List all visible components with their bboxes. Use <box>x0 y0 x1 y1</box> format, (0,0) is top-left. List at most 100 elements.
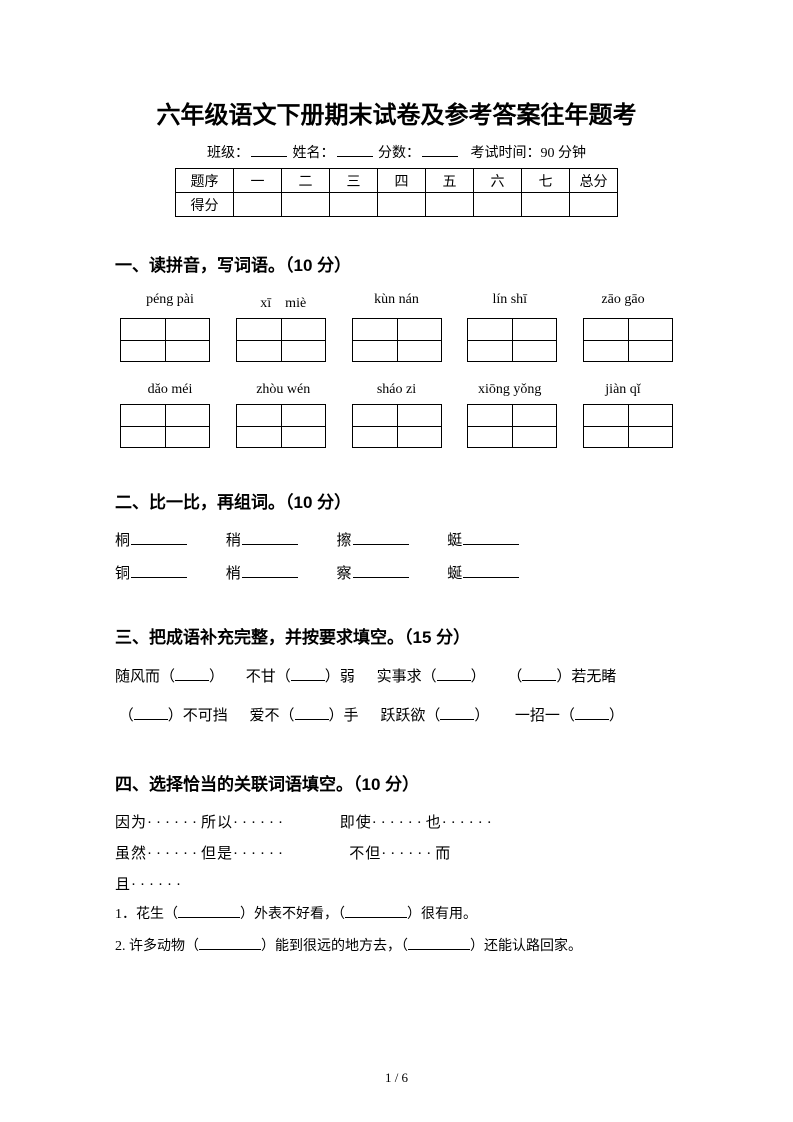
word-char: 蜒 <box>447 566 463 582</box>
pinyin-row: dǎo méi zhòu wén sháo zi xiōng yǒng jiàn… <box>115 382 678 398</box>
score-cell[interactable] <box>282 193 330 217</box>
q-blank[interactable] <box>345 917 407 918</box>
col-header: 二 <box>282 169 330 193</box>
idiom-text: ） <box>609 708 624 724</box>
pinyin: jiàn qǐ <box>578 382 668 398</box>
word-char: 桐 <box>115 533 131 549</box>
col-header: 一 <box>234 169 282 193</box>
class-label: 班级： <box>207 146 249 161</box>
q-text: 1．花生（ <box>115 907 178 922</box>
score-cell[interactable] <box>570 193 618 217</box>
info-line: 班级： 姓名： 分数： 考试时间：90 分钟 <box>115 142 678 162</box>
conj-word: 虽然 <box>115 846 147 862</box>
dots: ······ <box>442 815 496 831</box>
pinyin: xiōng yǒng <box>465 382 555 398</box>
idiom-text: 不甘（ <box>246 669 291 685</box>
word-blank[interactable] <box>242 544 298 545</box>
q-blank[interactable] <box>408 949 470 950</box>
time-label: 考试时间：90 分钟 <box>471 146 587 161</box>
class-blank[interactable] <box>251 156 287 157</box>
score-table: 题序 一 二 三 四 五 六 七 总分 得分 <box>175 168 618 217</box>
conj-line: 虽然······但是······ 不但······而 <box>115 842 678 863</box>
idiom-blank[interactable] <box>134 719 168 720</box>
pinyin: xī miè <box>238 292 328 312</box>
score-cell[interactable] <box>426 193 474 217</box>
score-blank[interactable] <box>422 156 458 157</box>
char-box[interactable] <box>352 404 442 448</box>
pinyin: sháo zi <box>352 382 442 398</box>
col-header: 五 <box>426 169 474 193</box>
char-box[interactable] <box>352 318 442 362</box>
word-blank[interactable] <box>242 577 298 578</box>
section4-heading: 四、选择恰当的关联词语填空。（10 分） <box>115 770 678 795</box>
score-cell[interactable] <box>474 193 522 217</box>
word-blank[interactable] <box>463 544 519 545</box>
conj-line: 且······ <box>115 873 678 894</box>
word-blank[interactable] <box>463 577 519 578</box>
pinyin: dǎo méi <box>125 382 215 398</box>
word-line: 桐 稍 擦 蜓 <box>115 529 678 550</box>
col-header: 总分 <box>570 169 618 193</box>
pinyin: lín shī <box>465 292 555 312</box>
idiom-text: 爱不（ <box>250 708 295 724</box>
word-blank[interactable] <box>353 544 409 545</box>
q-blank[interactable] <box>178 917 240 918</box>
dots: ······ <box>233 846 287 862</box>
word-blank[interactable] <box>131 577 187 578</box>
table-row: 题序 一 二 三 四 五 六 七 总分 <box>176 169 618 193</box>
conj-word: 而 <box>435 846 451 862</box>
col-header: 六 <box>474 169 522 193</box>
score-cell[interactable] <box>522 193 570 217</box>
idiom-blank[interactable] <box>440 719 474 720</box>
row-label: 得分 <box>176 193 234 217</box>
col-header: 三 <box>330 169 378 193</box>
idiom-line: （）不可挡 爱不（）手 跃跃欲（） 一招一（） <box>115 703 678 730</box>
pinyin: zāo gāo <box>578 292 668 312</box>
score-cell[interactable] <box>330 193 378 217</box>
idiom-blank[interactable] <box>522 680 556 681</box>
idiom-text: ） <box>474 708 489 724</box>
idiom-blank[interactable] <box>175 680 209 681</box>
word-char: 梢 <box>226 566 242 582</box>
conj-word: 但是 <box>201 846 233 862</box>
conj-word: 所以 <box>201 815 233 831</box>
conj-word: 因为 <box>115 815 147 831</box>
score-label: 分数： <box>378 146 420 161</box>
char-box[interactable] <box>583 318 673 362</box>
idiom-blank[interactable] <box>437 680 471 681</box>
dots: ······ <box>372 815 426 831</box>
score-cell[interactable] <box>234 193 282 217</box>
q-text: ）很有用。 <box>407 907 477 922</box>
row-label: 题序 <box>176 169 234 193</box>
char-box[interactable] <box>236 404 326 448</box>
section1-heading: 一、读拼音，写词语。（10 分） <box>115 251 678 276</box>
q-blank[interactable] <box>199 949 261 950</box>
char-box[interactable] <box>120 318 210 362</box>
idiom-blank[interactable] <box>575 719 609 720</box>
idiom-line: 随风而（） 不甘（）弱 实事求（） （）若无睹 <box>115 664 678 691</box>
word-char: 铜 <box>115 566 131 582</box>
char-box[interactable] <box>467 318 557 362</box>
word-blank[interactable] <box>353 577 409 578</box>
idiom-text: ）不可挡 <box>168 708 228 724</box>
word-blank[interactable] <box>131 544 187 545</box>
char-box[interactable] <box>120 404 210 448</box>
idiom-blank[interactable] <box>291 680 325 681</box>
idiom-text: 跃跃欲（ <box>380 708 440 724</box>
pinyin: kùn nán <box>352 292 442 312</box>
idiom-text: ）若无睹 <box>556 669 616 685</box>
page-title: 六年级语文下册期末试卷及参考答案往年题考 <box>115 95 678 130</box>
q-text: 2. 许多动物（ <box>115 939 199 954</box>
conj-word: 不但 <box>349 846 381 862</box>
dots: ······ <box>233 815 287 831</box>
word-char: 察 <box>337 566 353 582</box>
char-box[interactable] <box>236 318 326 362</box>
score-cell[interactable] <box>378 193 426 217</box>
name-blank[interactable] <box>337 156 373 157</box>
char-box[interactable] <box>583 404 673 448</box>
idiom-blank[interactable] <box>295 719 329 720</box>
pinyin: péng pài <box>125 292 215 312</box>
idiom-text: ）手 <box>329 708 359 724</box>
word-char: 蜓 <box>447 533 463 549</box>
char-box[interactable] <box>467 404 557 448</box>
